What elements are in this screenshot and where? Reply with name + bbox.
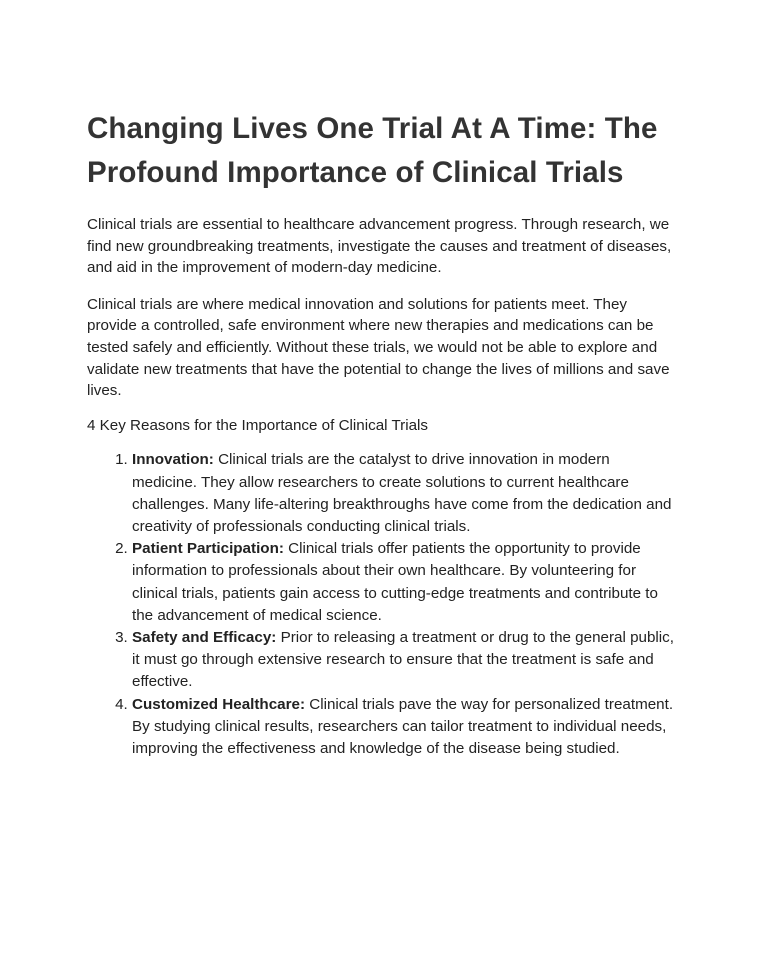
list-item-term: Customized Healthcare: xyxy=(132,695,306,713)
reasons-heading: 4 Key Reasons for the Importance of Clin… xyxy=(87,416,429,434)
reasons-list: Innovation: Clinical trials are the cata… xyxy=(87,449,677,760)
list-item-text: Prior to releasing a treatment or drug t… xyxy=(132,628,674,691)
list-item-text: Clinical trials offer patients the oppor… xyxy=(132,540,658,624)
list-item-customized-healthcare: Customized Healthcare: Clinical trials p… xyxy=(132,694,677,761)
document-title: Changing Lives One Trial At A Time: The … xyxy=(87,112,658,189)
document-page: Changing Lives One Trial At A Time: The … xyxy=(87,107,677,760)
list-item-safety-efficacy: Safety and Efficacy: Prior to releasing … xyxy=(132,627,677,694)
list-item-term: Innovation: xyxy=(132,451,214,469)
list-item-text: Clinical trials pave the way for persona… xyxy=(132,695,674,757)
list-item-innovation: Innovation: Clinical trials are the cata… xyxy=(132,449,677,538)
list-item-patient-participation: Patient Participation: Clinical trials o… xyxy=(132,538,677,627)
list-item-term: Patient Participation: xyxy=(132,540,284,558)
intro-paragraph: Clinical trials are essential to healthc… xyxy=(87,216,672,277)
list-item-term: Safety and Efficacy: xyxy=(132,628,277,646)
body-paragraph: Clinical trials are where medical innova… xyxy=(87,295,670,400)
list-item-text: Clinical trials are the catalyst to driv… xyxy=(132,451,672,535)
